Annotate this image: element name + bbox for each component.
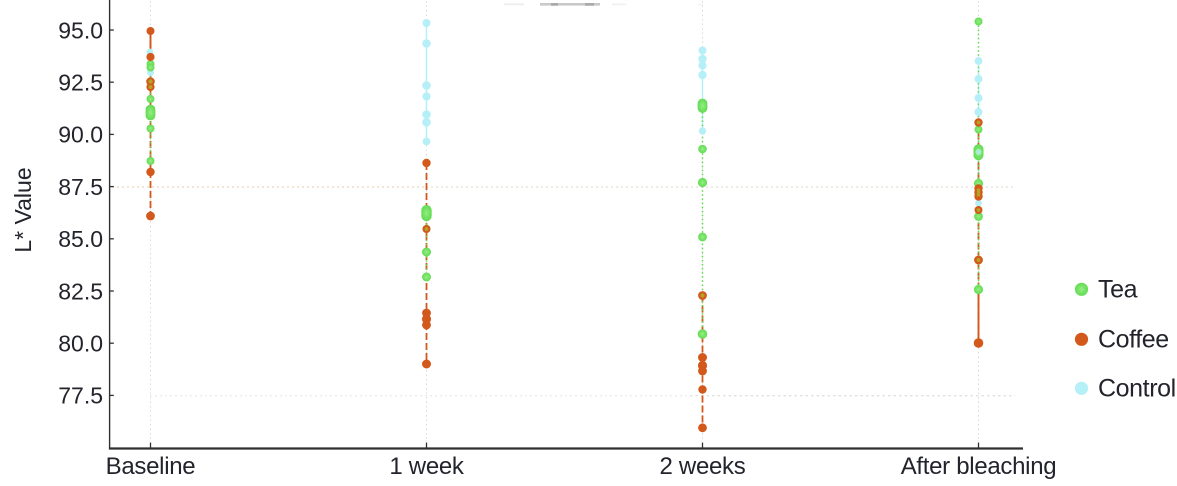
svg-text:90.0: 90.0 — [58, 122, 103, 148]
svg-text:92.5: 92.5 — [58, 70, 103, 96]
svg-text:Tea: Tea — [1098, 276, 1138, 304]
svg-text:95.0: 95.0 — [58, 17, 103, 43]
svg-text:80.0: 80.0 — [58, 331, 103, 357]
svg-text:L* Value: L* Value — [10, 167, 36, 252]
svg-text:Baseline: Baseline — [106, 453, 196, 480]
svg-text:82.5: 82.5 — [58, 278, 103, 304]
svg-text:2 weeks: 2 weeks — [660, 453, 746, 480]
svg-text:After bleaching: After bleaching — [901, 453, 1057, 480]
svg-text:Control: Control — [1098, 375, 1176, 403]
svg-text:87.5: 87.5 — [58, 174, 103, 200]
svg-text:Coffee: Coffee — [1098, 326, 1169, 354]
svg-text:77.5: 77.5 — [58, 383, 103, 409]
svg-text:1 week: 1 week — [389, 453, 465, 480]
svg-text:85.0: 85.0 — [58, 226, 103, 252]
